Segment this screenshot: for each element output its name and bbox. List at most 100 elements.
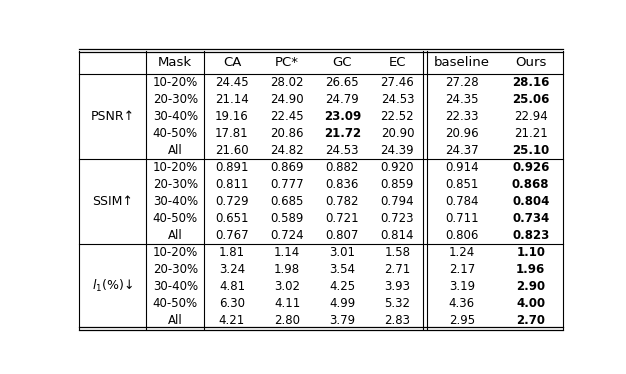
- Text: 4.36: 4.36: [449, 297, 475, 310]
- Text: All: All: [168, 229, 183, 242]
- Text: 24.53: 24.53: [326, 144, 359, 157]
- Text: 0.734: 0.734: [512, 212, 550, 225]
- Text: 26.65: 26.65: [326, 76, 359, 89]
- Text: 27.28: 27.28: [445, 76, 479, 89]
- Text: 30-40%: 30-40%: [153, 280, 198, 293]
- Text: 22.45: 22.45: [270, 110, 304, 123]
- Text: 3.01: 3.01: [329, 246, 356, 259]
- Text: 25.06: 25.06: [512, 93, 550, 106]
- Text: 0.589: 0.589: [270, 212, 304, 225]
- Text: 0.836: 0.836: [326, 178, 359, 191]
- Text: 24.53: 24.53: [381, 93, 414, 106]
- Text: 3.93: 3.93: [384, 280, 411, 293]
- Text: 22.33: 22.33: [445, 110, 478, 123]
- Text: 1.81: 1.81: [219, 246, 245, 259]
- Text: 20.90: 20.90: [381, 127, 414, 140]
- Text: 2.90: 2.90: [516, 280, 545, 293]
- Text: 0.926: 0.926: [512, 161, 550, 174]
- Text: 0.869: 0.869: [270, 161, 304, 174]
- Text: 22.52: 22.52: [381, 110, 414, 123]
- Text: 28.02: 28.02: [270, 76, 304, 89]
- Text: 30-40%: 30-40%: [153, 195, 198, 208]
- Text: 21.21: 21.21: [514, 127, 548, 140]
- Text: 25.10: 25.10: [512, 144, 550, 157]
- Text: 0.794: 0.794: [381, 195, 414, 208]
- Text: 0.806: 0.806: [445, 229, 478, 242]
- Text: 24.35: 24.35: [445, 93, 478, 106]
- Text: 4.11: 4.11: [274, 297, 300, 310]
- Text: 1.58: 1.58: [384, 246, 411, 259]
- Text: 30-40%: 30-40%: [153, 110, 198, 123]
- Text: 28.16: 28.16: [512, 76, 550, 89]
- Text: 22.94: 22.94: [514, 110, 548, 123]
- Text: 24.39: 24.39: [381, 144, 414, 157]
- Text: 0.807: 0.807: [326, 229, 359, 242]
- Text: 3.02: 3.02: [274, 280, 300, 293]
- Text: 24.90: 24.90: [270, 93, 304, 106]
- Text: 20.86: 20.86: [270, 127, 304, 140]
- Text: 4.21: 4.21: [219, 313, 245, 327]
- Text: 0.882: 0.882: [326, 161, 359, 174]
- Text: 0.811: 0.811: [215, 178, 249, 191]
- Text: 23.09: 23.09: [324, 110, 361, 123]
- Text: 10-20%: 10-20%: [153, 246, 198, 259]
- Text: 3.79: 3.79: [329, 313, 356, 327]
- Text: 24.82: 24.82: [270, 144, 304, 157]
- Text: 4.25: 4.25: [329, 280, 356, 293]
- Text: EC: EC: [389, 56, 406, 69]
- Text: 0.851: 0.851: [445, 178, 478, 191]
- Text: 0.784: 0.784: [445, 195, 478, 208]
- Text: 0.868: 0.868: [512, 178, 550, 191]
- Text: 0.914: 0.914: [445, 161, 479, 174]
- Text: 40-50%: 40-50%: [153, 127, 198, 140]
- Text: 20-30%: 20-30%: [153, 263, 198, 276]
- Text: 2.71: 2.71: [384, 263, 411, 276]
- Text: 1.10: 1.10: [516, 246, 545, 259]
- Text: 4.81: 4.81: [219, 280, 245, 293]
- Text: 0.777: 0.777: [270, 178, 304, 191]
- Text: 17.81: 17.81: [215, 127, 249, 140]
- Text: 1.96: 1.96: [516, 263, 545, 276]
- Text: 24.45: 24.45: [215, 76, 249, 89]
- Text: 21.60: 21.60: [215, 144, 249, 157]
- Text: 0.767: 0.767: [215, 229, 249, 242]
- Text: 0.920: 0.920: [381, 161, 414, 174]
- Text: 40-50%: 40-50%: [153, 212, 198, 225]
- Text: 5.32: 5.32: [384, 297, 411, 310]
- Text: 0.685: 0.685: [270, 195, 304, 208]
- Text: 1.24: 1.24: [449, 246, 475, 259]
- Text: 0.891: 0.891: [215, 161, 249, 174]
- Text: 21.14: 21.14: [215, 93, 249, 106]
- Text: 20.96: 20.96: [445, 127, 479, 140]
- Text: 0.729: 0.729: [215, 195, 249, 208]
- Text: CA: CA: [223, 56, 241, 69]
- Text: 27.46: 27.46: [381, 76, 414, 89]
- Text: 4.00: 4.00: [516, 297, 545, 310]
- Text: SSIM↑: SSIM↑: [92, 195, 133, 208]
- Text: Ours: Ours: [515, 56, 546, 69]
- Text: 1.14: 1.14: [274, 246, 300, 259]
- Text: Mask: Mask: [158, 56, 192, 69]
- Text: 21.72: 21.72: [324, 127, 361, 140]
- Text: 0.814: 0.814: [381, 229, 414, 242]
- Text: 24.37: 24.37: [445, 144, 479, 157]
- Text: 10-20%: 10-20%: [153, 76, 198, 89]
- Text: $l_1$(%)↓: $l_1$(%)↓: [92, 278, 133, 294]
- Text: 0.859: 0.859: [381, 178, 414, 191]
- Text: PSNR↑: PSNR↑: [90, 110, 135, 123]
- Text: 1.98: 1.98: [274, 263, 300, 276]
- Text: 20-30%: 20-30%: [153, 93, 198, 106]
- Text: 0.804: 0.804: [512, 195, 550, 208]
- Text: 0.721: 0.721: [326, 212, 359, 225]
- Text: 4.99: 4.99: [329, 297, 356, 310]
- Text: 2.70: 2.70: [516, 313, 545, 327]
- Text: All: All: [168, 313, 183, 327]
- Text: GC: GC: [332, 56, 352, 69]
- Text: 0.782: 0.782: [326, 195, 359, 208]
- Text: 3.54: 3.54: [329, 263, 356, 276]
- Text: 3.24: 3.24: [219, 263, 245, 276]
- Text: 2.95: 2.95: [449, 313, 475, 327]
- Text: 0.823: 0.823: [512, 229, 550, 242]
- Text: 2.83: 2.83: [384, 313, 411, 327]
- Text: 2.17: 2.17: [449, 263, 475, 276]
